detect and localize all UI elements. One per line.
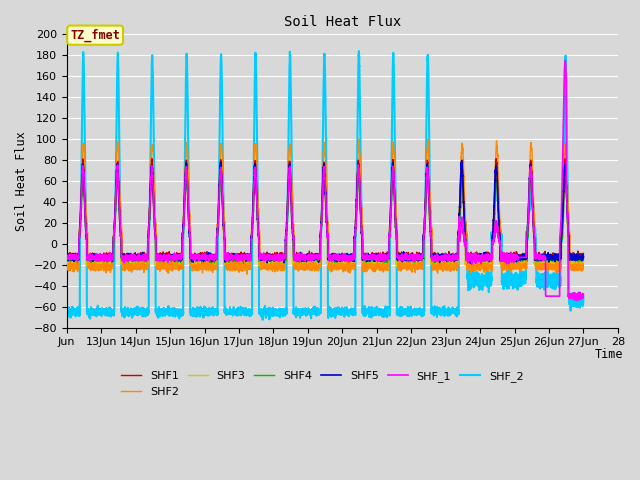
SHF1 <box>306 253 314 259</box>
Line: SHF4: SHF4 <box>67 176 584 264</box>
SHF2 <box>470 267 478 273</box>
SHF3 <box>412 259 420 264</box>
SHF3 <box>94 264 102 270</box>
SHF5 <box>156 253 163 259</box>
SHF2 <box>306 262 314 268</box>
SHF1 <box>470 254 478 260</box>
SHF_2 <box>470 280 478 286</box>
SHF2 <box>412 265 420 271</box>
SHF3 <box>470 259 478 264</box>
SHF5 <box>63 255 70 261</box>
SHF_2 <box>63 311 70 317</box>
SHF3 <box>63 261 70 266</box>
Line: SHF5: SHF5 <box>67 161 584 263</box>
Line: SHF_2: SHF_2 <box>67 51 584 320</box>
SHF_1 <box>156 256 163 262</box>
SHF_2 <box>306 308 314 314</box>
SHF5 <box>441 257 449 263</box>
SHF2 <box>441 260 449 266</box>
Legend: SHF1, SHF2, SHF3, SHF4, SHF5, SHF_1, SHF_2: SHF1, SHF2, SHF3, SHF4, SHF5, SHF_1, SHF… <box>116 367 528 401</box>
SHF_1 <box>441 254 449 260</box>
SHF_2 <box>259 317 267 323</box>
SHF4 <box>156 260 163 266</box>
SHF5 <box>306 254 314 260</box>
SHF_1 <box>306 253 314 259</box>
SHF2 <box>424 136 431 142</box>
SHF5 <box>470 256 478 262</box>
SHF3 <box>580 259 588 265</box>
SHF2 <box>580 264 588 270</box>
SHF1 <box>412 253 420 259</box>
Text: TZ_fmet: TZ_fmet <box>70 28 120 42</box>
SHF5 <box>579 256 587 262</box>
SHF_1 <box>63 256 70 262</box>
SHF1 <box>561 156 569 161</box>
SHF4 <box>63 254 70 260</box>
SHF4 <box>306 254 314 260</box>
SHF2 <box>243 271 251 277</box>
SHF_1 <box>572 298 580 303</box>
SHF1 <box>579 253 587 259</box>
SHF_1 <box>561 58 569 63</box>
SHF4 <box>580 257 588 263</box>
SHF2 <box>579 263 587 268</box>
X-axis label: Time: Time <box>595 348 623 361</box>
Line: SHF_1: SHF_1 <box>67 60 584 300</box>
SHF4 <box>441 256 449 262</box>
Y-axis label: Soil Heat Flux: Soil Heat Flux <box>15 131 28 231</box>
SHF3 <box>441 259 449 264</box>
SHF5 <box>580 254 588 260</box>
SHF3 <box>156 263 164 268</box>
SHF_1 <box>579 291 587 297</box>
SHF_1 <box>580 291 588 297</box>
Line: SHF1: SHF1 <box>67 158 584 262</box>
SHF_2 <box>441 310 449 315</box>
Line: SHF2: SHF2 <box>67 139 584 274</box>
SHF3 <box>579 260 587 266</box>
SHF_2 <box>580 294 588 300</box>
SHF1 <box>208 259 216 265</box>
SHF1 <box>580 251 588 257</box>
SHF5 <box>467 260 474 266</box>
SHF1 <box>156 253 163 259</box>
SHF4 <box>470 259 478 264</box>
SHF_2 <box>355 48 363 54</box>
Line: SHF3: SHF3 <box>67 172 584 267</box>
SHF1 <box>441 252 449 258</box>
SHF2 <box>63 266 70 272</box>
SHF4 <box>239 261 247 266</box>
SHF_2 <box>412 311 420 316</box>
SHF_1 <box>470 256 477 262</box>
SHF1 <box>63 252 70 258</box>
SHF_2 <box>579 300 587 305</box>
SHF4 <box>412 257 420 263</box>
SHF_1 <box>412 252 420 258</box>
Title: Soil Heat Flux: Soil Heat Flux <box>284 15 401 29</box>
SHF3 <box>285 169 293 175</box>
SHF4 <box>579 256 587 262</box>
SHF2 <box>156 260 163 265</box>
SHF3 <box>306 262 314 267</box>
SHF5 <box>412 257 420 263</box>
SHF_2 <box>156 312 163 318</box>
SHF4 <box>252 173 259 179</box>
SHF5 <box>458 158 465 164</box>
